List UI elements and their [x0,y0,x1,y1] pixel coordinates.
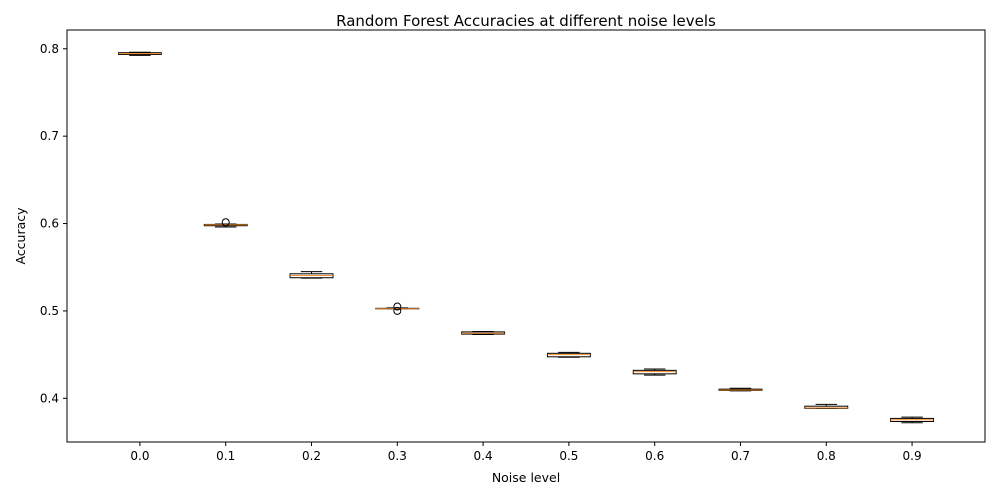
chart-title: Random Forest Accuracies at different no… [336,12,716,30]
outlier-point [393,302,402,311]
plot-frame [66,29,986,443]
outlier-point [221,218,230,227]
x-tick-label: 0.4 [474,449,493,463]
box-0.9 [890,416,935,424]
x-tick-label: 0.0 [130,449,149,463]
x-axis-label: Noise level [492,470,560,485]
outlier-point [393,306,402,315]
y-axis-label: Accuracy [13,207,28,265]
y-tick-label: 0.8 [40,42,59,56]
x-tick-label: 0.2 [302,449,321,463]
x-tick-label: 0.8 [817,449,836,463]
x-tick-label: 0.9 [903,449,922,463]
y-tick-label: 0.5 [40,304,59,318]
box-0.2 [289,271,334,279]
y-tick-label: 0.4 [40,391,59,405]
box-0.7 [718,387,763,392]
y-tick-label: 0.6 [40,217,59,231]
x-tick-label: 0.5 [559,449,578,463]
x-tick-label: 0.1 [216,449,235,463]
y-axis: 0.4 0.5 0.6 0.7 0.8 [40,42,67,405]
boxes-layer [117,51,935,424]
x-tick-label: 0.7 [731,449,750,463]
box-0.5 [546,351,591,358]
box-0.0 [117,51,162,56]
box-0.8 [804,403,849,409]
box-0.3 [375,302,420,315]
y-tick-label: 0.7 [40,129,59,143]
box-0.6 [632,368,677,376]
box-0.1 [203,218,248,228]
x-tick-label: 0.3 [388,449,407,463]
x-tick-label: 0.6 [645,449,664,463]
box-0.4 [461,330,506,336]
x-axis: 0.0 0.1 0.2 0.3 0.4 0.5 0.6 0.7 0.8 0.9 [130,442,922,463]
